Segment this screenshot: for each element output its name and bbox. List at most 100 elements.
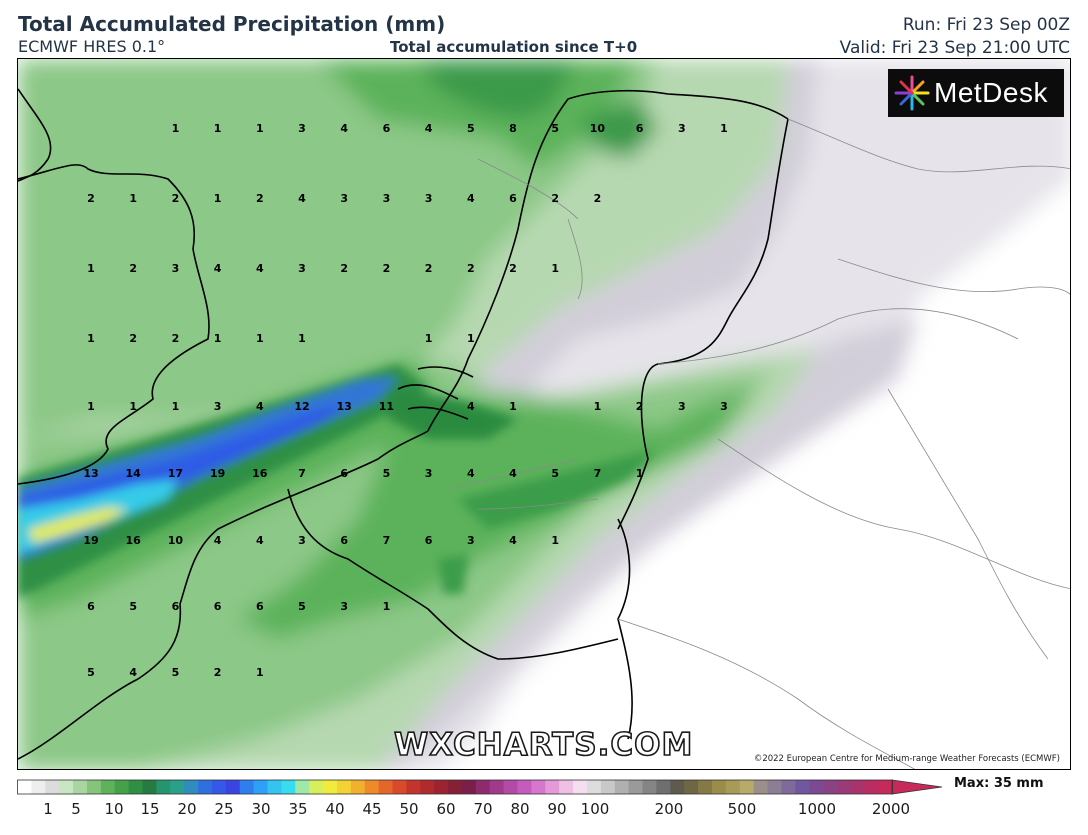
precip-value: 4	[425, 122, 433, 135]
legend-color-cell	[684, 780, 699, 794]
precip-value-grid: 1 1 1 3 4 6 4 5 8 5 10 6 3 12 1 2 1 2 4 3 3 3 4 6 2 21 2 3 4 4 3 2 2 2 2 2 1…	[83, 122, 727, 679]
precip-value: 3	[678, 400, 686, 413]
legend-tick-label: 500	[727, 800, 757, 818]
precip-value: 16	[126, 534, 142, 547]
precip-value: 1	[256, 666, 264, 679]
precip-value: 3	[340, 600, 348, 613]
legend-tick-label: 90	[547, 800, 567, 818]
metdesk-burst-icon	[894, 75, 930, 111]
precip-value: 6	[340, 467, 348, 480]
legend-color-cell	[850, 780, 866, 794]
legend-tick-label: 10	[104, 800, 124, 818]
france-coast	[18, 430, 429, 760]
precip-value: 2	[551, 192, 559, 205]
precip-value: 19	[83, 534, 98, 547]
legend-color-cell	[795, 780, 810, 794]
legend-tick-label: 2000	[871, 800, 911, 818]
legend-color-cell	[45, 780, 60, 794]
legend-color-cell	[461, 780, 477, 794]
legend-color-cell	[364, 780, 380, 794]
legend-color-cell	[73, 780, 88, 794]
legend-color-cell	[295, 780, 310, 794]
legend-color-cell	[545, 780, 560, 794]
legend-color-cell	[489, 780, 505, 794]
legend-color-cell	[17, 780, 32, 794]
precip-value: 10	[168, 534, 184, 547]
map-canvas: 1 1 1 3 4 6 4 5 8 5 10 6 3 12 1 2 1 2 4 3 3 3 4 6 2 21 2 3 4 4 3 2 2 2 2 2 1…	[18, 59, 1070, 769]
legend-color-cell	[559, 780, 574, 794]
precip-value: 3	[383, 192, 391, 205]
legend-color-cell	[420, 780, 435, 794]
legend-color-cell	[434, 780, 449, 794]
precip-value: 4	[298, 192, 306, 205]
legend-tick-label: 5	[71, 800, 81, 818]
precip-value: 1	[129, 192, 137, 205]
legend-max-label: Max: 35 mm	[954, 776, 1044, 791]
accumulation-note: Total accumulation since T+0	[390, 38, 638, 56]
precip-value: 1	[214, 192, 222, 205]
precip-value: 6	[172, 600, 180, 613]
legend-color-cell	[642, 780, 657, 794]
precip-value: 5	[172, 666, 180, 679]
germany-netherlands-border	[617, 118, 789, 530]
legend-color-cell	[517, 780, 532, 794]
precip-value: 3	[298, 262, 306, 275]
precip-value: 14	[126, 467, 142, 480]
legend-color-cell	[309, 780, 324, 794]
precip-value: 6	[509, 192, 517, 205]
precip-value: 4	[214, 262, 222, 275]
legend-color-cell	[170, 780, 185, 794]
precip-value: 4	[509, 467, 517, 480]
precip-value: 5	[129, 600, 137, 613]
admin-borders	[447, 118, 1070, 769]
precip-value: 2	[425, 262, 433, 275]
precip-value: 2	[214, 666, 222, 679]
precip-value: 1	[129, 400, 137, 413]
precip-value: 1	[425, 332, 433, 345]
legend-color-cell	[503, 780, 518, 794]
precip-value: 10	[590, 122, 606, 135]
precip-value: 17	[168, 467, 183, 480]
legend-tick-label: 70	[473, 800, 493, 818]
precip-value: 4	[214, 534, 222, 547]
precip-value: 13	[337, 400, 352, 413]
precip-value: 1	[87, 262, 95, 275]
precip-value: 5	[383, 467, 391, 480]
precip-value: 2	[256, 192, 264, 205]
wxcharts-watermark: WXCHARTS.COM	[393, 726, 694, 764]
precip-value: 1	[87, 332, 95, 345]
legend-tick-label: 15	[140, 800, 160, 818]
precip-value: 3	[720, 400, 728, 413]
precip-value: 2	[87, 192, 95, 205]
metdesk-logo-text: MetDesk	[934, 77, 1048, 108]
legend-color-cell	[198, 780, 213, 794]
belgium-netherlands-coast	[427, 89, 789, 432]
legend-color-cell	[392, 780, 407, 794]
legend-color-cell	[878, 780, 893, 794]
legend-color-cell	[767, 780, 782, 794]
precip-value: 5	[87, 666, 95, 679]
precip-value: 2	[340, 262, 348, 275]
legend-color-cell	[725, 780, 741, 794]
precip-value: 3	[298, 122, 306, 135]
precip-value: 6	[636, 122, 644, 135]
precip-value: 4	[509, 534, 517, 547]
legend-tick-label: 50	[399, 800, 419, 818]
precip-value: 3	[214, 400, 222, 413]
precipitation-map[interactable]: 1 1 1 3 4 6 4 5 8 5 10 6 3 1 2 1 2 1 2 4 3 3 3 4 6 2 2 1 2 3 4 4 3 2 2 2 2 2 1…	[17, 58, 1071, 770]
precip-value: 3	[340, 192, 348, 205]
precip-value: 6	[383, 122, 391, 135]
precip-value: 1	[87, 400, 95, 413]
legend-color-cell	[448, 780, 463, 794]
model-label: ECMWF HRES 0.1°	[18, 37, 166, 56]
precip-value: 3	[172, 262, 180, 275]
legend-color-bar	[17, 779, 943, 795]
precip-value: 16	[252, 467, 268, 480]
precip-value: 12	[294, 400, 309, 413]
legend-tick-label: 40	[325, 800, 345, 818]
legend-color-cell	[239, 780, 255, 794]
legend-color-cell	[531, 780, 546, 794]
precip-value: 1	[551, 262, 559, 275]
legend-color-cell	[350, 780, 366, 794]
legend-tick-label: 80	[510, 800, 530, 818]
